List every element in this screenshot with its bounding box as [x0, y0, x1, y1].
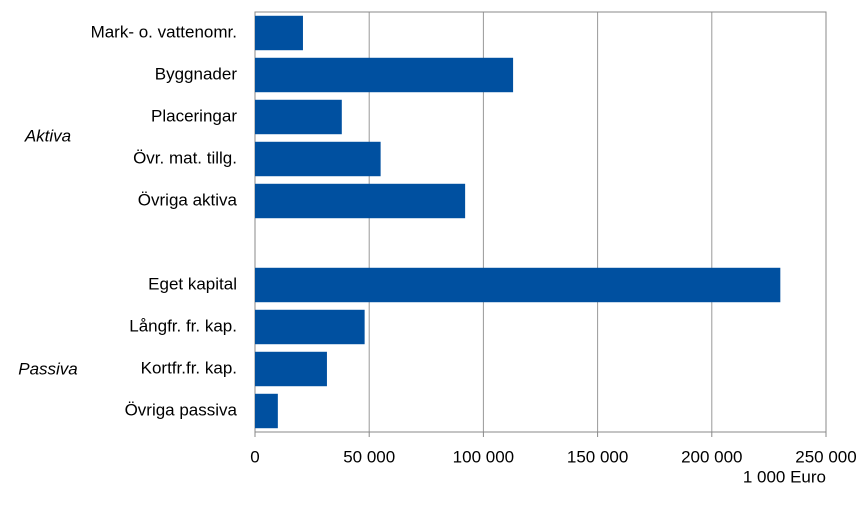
y-tick-label: Mark- o. vattenomr. [91, 22, 237, 41]
y-tick-label: Eget kapital [148, 274, 237, 293]
bar [255, 351, 327, 387]
bar [255, 57, 514, 93]
x-tick-label: 50 000 [343, 447, 395, 466]
y-tick-label: Övr. mat. tillg. [133, 148, 237, 167]
group-label: Passiva [18, 359, 78, 378]
bar [255, 99, 342, 135]
bar [255, 309, 365, 345]
x-tick-label: 150 000 [567, 447, 628, 466]
y-tick-label: Övriga aktiva [138, 190, 238, 209]
y-tick-label: Långfr. fr. kap. [129, 316, 237, 335]
plot-border [254, 11, 827, 433]
y-tick-label: Övriga passiva [125, 400, 238, 419]
bar [255, 267, 781, 303]
group-label: Aktiva [24, 126, 71, 145]
y-tick-label: Kortfr.fr. kap. [141, 358, 237, 377]
x-tick-label: 0 [250, 447, 259, 466]
y-tick-label: Byggnader [155, 64, 238, 83]
bar [255, 393, 278, 429]
y-tick-label: Placeringar [151, 106, 237, 125]
x-tick-label: 200 000 [681, 447, 742, 466]
bar [255, 183, 466, 219]
x-axis-label: 1 000 Euro [743, 467, 826, 486]
x-tick-label: 100 000 [453, 447, 514, 466]
x-tick-label: 250 000 [795, 447, 856, 466]
bar [255, 15, 303, 51]
bar [255, 141, 381, 177]
